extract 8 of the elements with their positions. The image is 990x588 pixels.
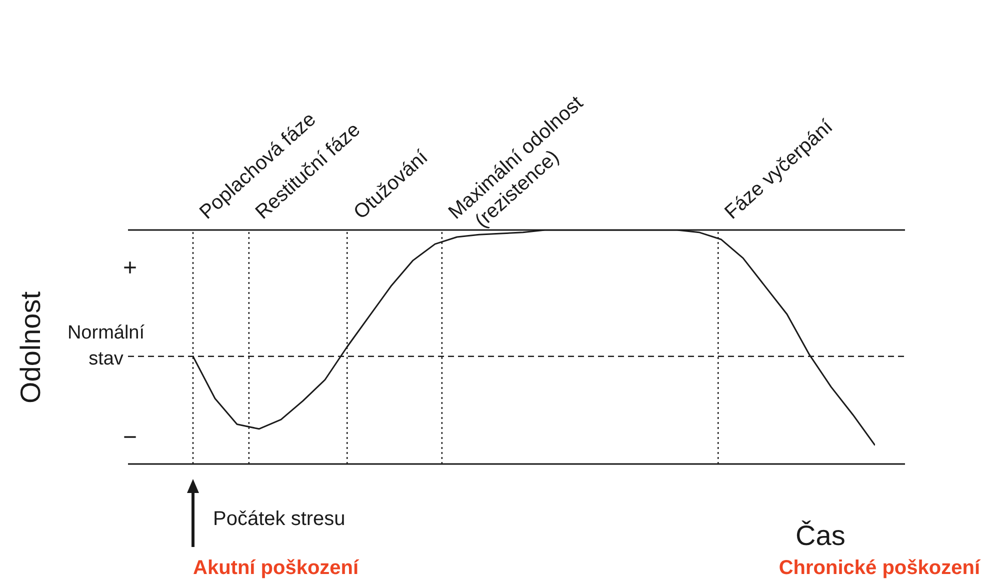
- text: Chronické poškození: [778, 557, 982, 579]
- text: −: [122, 424, 138, 451]
- text: +: [122, 254, 138, 282]
- x-axis-title: Čas: [796, 520, 846, 551]
- text: Akutní poškození: [193, 557, 360, 579]
- y-axis-title: Odolnost: [15, 291, 46, 404]
- text: Počátek stresu: [213, 508, 346, 530]
- text: Normální stav: [67, 322, 146, 370]
